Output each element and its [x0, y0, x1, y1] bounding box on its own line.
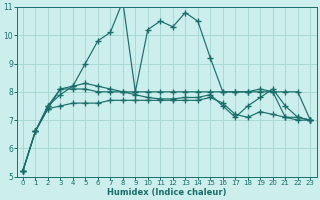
- X-axis label: Humidex (Indice chaleur): Humidex (Indice chaleur): [107, 188, 226, 197]
